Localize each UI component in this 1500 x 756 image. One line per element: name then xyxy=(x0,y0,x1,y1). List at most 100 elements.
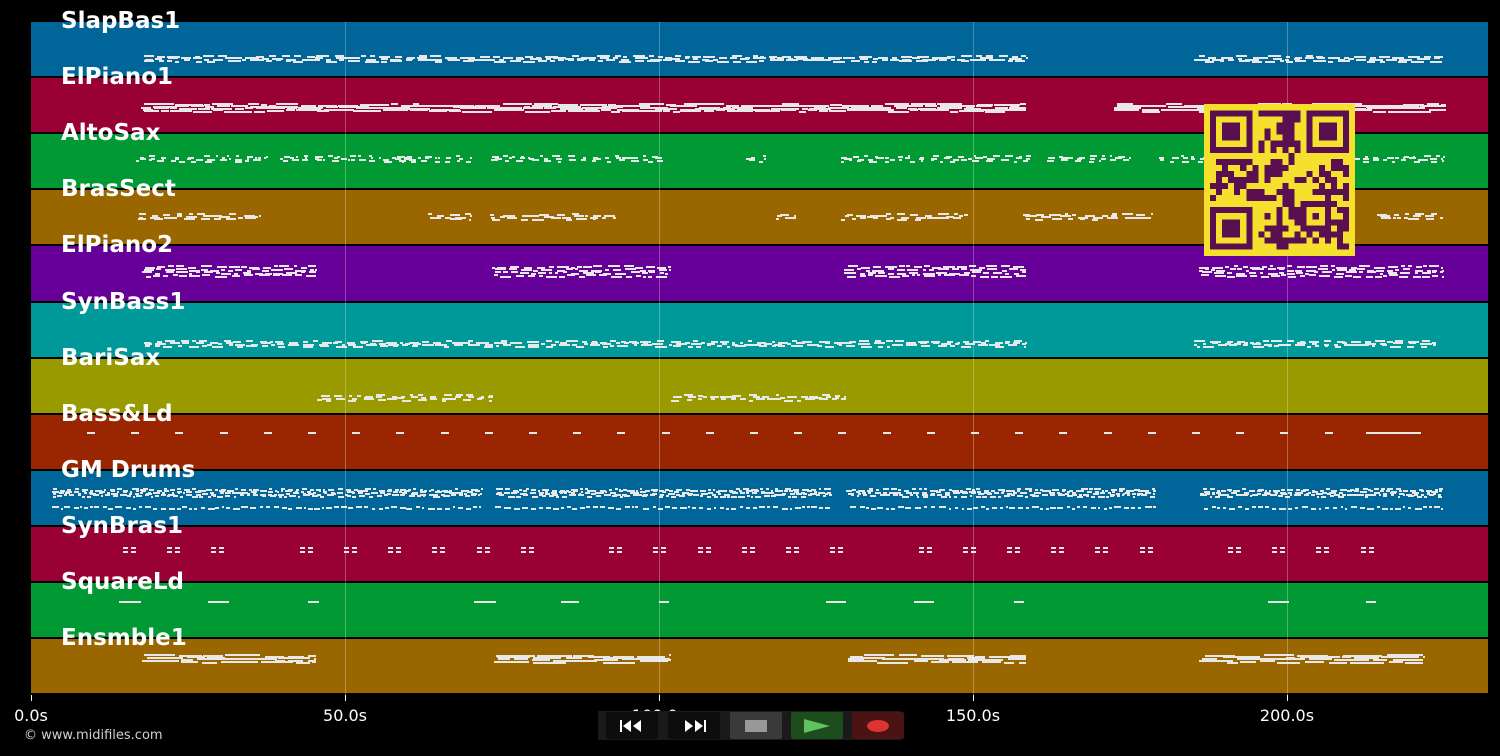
note xyxy=(1137,493,1143,495)
stop-button[interactable] xyxy=(730,712,782,739)
note xyxy=(899,159,902,161)
note xyxy=(1204,491,1210,493)
note xyxy=(117,488,122,490)
note xyxy=(1093,217,1103,219)
note xyxy=(621,341,626,343)
note xyxy=(1429,265,1439,267)
note xyxy=(1422,340,1430,342)
note xyxy=(356,107,379,109)
note xyxy=(906,342,916,344)
note xyxy=(1150,496,1155,498)
note xyxy=(682,493,685,495)
note xyxy=(1002,490,1005,492)
note xyxy=(566,490,569,492)
note xyxy=(468,396,474,398)
note xyxy=(1124,507,1129,509)
note xyxy=(284,496,287,498)
note xyxy=(365,488,371,490)
note xyxy=(844,269,854,271)
note xyxy=(931,59,936,61)
note xyxy=(609,551,615,553)
note xyxy=(304,155,308,157)
note xyxy=(163,214,170,216)
note xyxy=(587,496,592,498)
note xyxy=(211,547,217,549)
note xyxy=(878,346,883,348)
track-lane[interactable] xyxy=(31,639,1488,693)
track-lane[interactable] xyxy=(31,527,1488,581)
track-lane[interactable] xyxy=(31,471,1488,525)
note xyxy=(204,155,210,157)
note xyxy=(487,107,512,109)
note xyxy=(397,156,402,158)
note xyxy=(1424,56,1431,58)
note xyxy=(714,507,716,509)
note xyxy=(924,488,927,490)
note xyxy=(571,267,575,269)
note xyxy=(872,270,884,272)
note xyxy=(687,399,692,401)
note xyxy=(539,494,543,496)
note xyxy=(196,494,201,496)
note xyxy=(971,492,976,494)
track-lane[interactable] xyxy=(31,22,1488,76)
play-button[interactable] xyxy=(791,712,843,739)
rewind-button[interactable] xyxy=(606,712,658,739)
record-button[interactable] xyxy=(852,712,904,739)
note xyxy=(400,507,406,509)
note xyxy=(1441,508,1443,510)
note xyxy=(857,495,859,497)
note xyxy=(650,494,655,496)
note xyxy=(713,489,715,491)
note xyxy=(352,492,355,494)
note xyxy=(609,547,615,549)
note xyxy=(202,345,207,347)
track-lanes xyxy=(31,22,1488,695)
track-lane[interactable] xyxy=(31,303,1488,357)
note xyxy=(636,275,641,277)
fast-forward-button[interactable] xyxy=(668,712,720,739)
note xyxy=(1215,275,1226,277)
track-lane[interactable] xyxy=(31,583,1488,637)
note xyxy=(829,494,831,496)
note xyxy=(1006,490,1012,492)
note xyxy=(1400,272,1410,274)
note xyxy=(192,496,198,498)
note xyxy=(957,266,967,268)
note xyxy=(344,551,349,553)
note xyxy=(733,61,741,63)
note xyxy=(1373,157,1378,159)
note xyxy=(952,661,978,663)
note xyxy=(1103,432,1112,434)
note xyxy=(611,111,620,113)
note xyxy=(1067,506,1070,508)
note xyxy=(221,269,225,271)
track-lane[interactable] xyxy=(31,78,1488,132)
note xyxy=(680,110,701,112)
note xyxy=(653,506,656,508)
track-lane[interactable] xyxy=(31,359,1488,413)
note xyxy=(934,58,938,60)
note xyxy=(560,108,583,110)
note xyxy=(585,488,588,490)
note xyxy=(247,158,249,160)
note xyxy=(746,61,757,63)
note xyxy=(1287,265,1292,267)
tick-mark xyxy=(973,695,974,701)
note xyxy=(193,57,202,59)
note xyxy=(266,156,268,158)
note xyxy=(213,495,216,497)
note xyxy=(1270,494,1277,496)
track-lane[interactable] xyxy=(31,415,1488,469)
note xyxy=(580,507,585,509)
note xyxy=(718,493,721,495)
note xyxy=(1191,156,1194,158)
note xyxy=(904,490,909,492)
note xyxy=(352,551,357,553)
note xyxy=(1380,215,1390,217)
note xyxy=(309,271,316,273)
note xyxy=(1099,160,1101,162)
note xyxy=(1001,492,1004,494)
note xyxy=(286,109,295,111)
note xyxy=(966,106,974,108)
